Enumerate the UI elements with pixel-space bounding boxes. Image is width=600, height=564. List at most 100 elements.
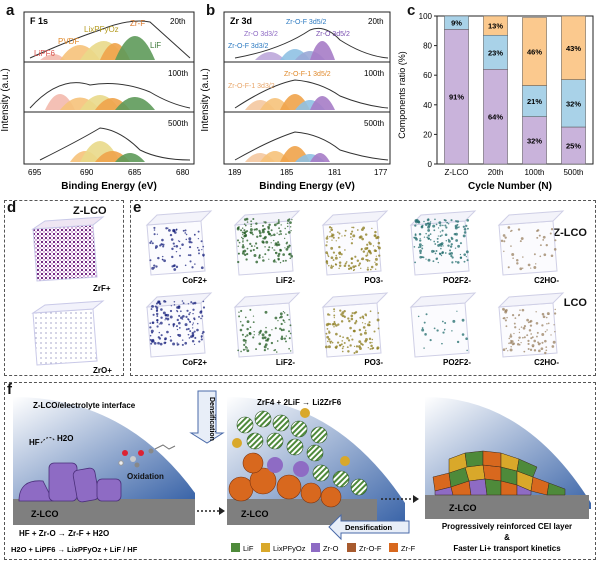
interface-title: Z-LCO/electrolyte interface [33, 401, 136, 410]
panel-letter: a [6, 2, 15, 19]
hf-label: HF [29, 438, 40, 447]
data-label: 13% [488, 22, 503, 31]
cycle-label: 20th [170, 17, 186, 26]
bar-segment [522, 116, 547, 165]
panel-letter: e [133, 199, 142, 216]
peak-label: LiF [150, 41, 161, 50]
bar-segment [483, 34, 508, 70]
cycle-label: 500th [364, 119, 384, 128]
oxidation-label: Oxidation [127, 472, 164, 481]
data-label: 32% [527, 136, 542, 145]
panel-letter: d [7, 199, 17, 216]
bar-segment [561, 79, 586, 128]
tick-label: 680 [176, 168, 190, 177]
data-label: 23% [488, 48, 503, 57]
ion-label: C2HO- [534, 358, 559, 367]
legend-label: Zr-O [323, 544, 339, 553]
conclusion-2: Faster Li+ transport kinetics [453, 544, 561, 553]
panel-d: d Z-LCO ZrF+ ZrO+ [4, 199, 124, 376]
ion-label: LiF2- [276, 358, 295, 367]
svg-text:Densification: Densification [345, 523, 393, 532]
ion-distribution [502, 307, 557, 355]
y-tick-label: 80 [423, 42, 432, 51]
densification-arrow-left: Densification [328, 513, 410, 541]
ion-distribution [149, 300, 206, 346]
tick-label: 189 [228, 168, 242, 177]
peak-label: Zr-O-F 3d3/2 [228, 43, 269, 50]
cube-zro [31, 300, 105, 366]
tof-sims-cube [410, 220, 470, 276]
axis-ylabel: Intensity (a.u.) [200, 68, 211, 131]
panel-c: c Components ratio (%) Cycle Number (N) … [395, 0, 600, 195]
sample-label: Z-LCO [553, 227, 587, 239]
y-tick-label: 20 [423, 130, 432, 139]
cycle-label: 500th [168, 119, 188, 128]
cube-top [409, 292, 477, 308]
ion-distribution [417, 310, 468, 352]
cube-top [497, 210, 565, 226]
panel-letter: b [206, 2, 216, 19]
axis-ylabel: Intensity (a.u.) [0, 68, 11, 131]
cube-top [145, 292, 213, 308]
cube-top [321, 210, 389, 226]
axis-ylabel: Components ratio (%) [397, 51, 407, 139]
y-tick-label: 100 [419, 12, 433, 21]
ion-distribution [500, 226, 557, 271]
ion-label: CoF2+ [182, 358, 207, 367]
peak-label: Zr-O-F 3d5/2 [286, 19, 327, 26]
spectrum-title: F 1s [30, 16, 48, 26]
tick-label: 181 [328, 168, 342, 177]
components-ratio-chart: Components ratio (%) Cycle Number (N) 0 2… [397, 12, 594, 192]
tof-sims-cube [410, 302, 470, 358]
h2o-label: H2O [57, 434, 73, 443]
equation-1: HF + Zr-O → Zr-F + H2O [19, 529, 109, 538]
panel-f: f Z-LCO/electrolyte interface HF H2O Oxi… [4, 381, 596, 560]
svg-text:Densification: Densification [208, 397, 215, 441]
ion-label: ZrF+ [93, 284, 111, 293]
zlco-label: Z-LCO [241, 509, 269, 519]
data-label: 46% [527, 48, 542, 57]
sample-label: Z-LCO [73, 205, 107, 217]
conclusion-1: Progressively reinforced CEI layer [442, 522, 572, 531]
densification-arrow-down: Densification [189, 390, 225, 444]
axis-xlabel: Cycle Number (N) [468, 181, 552, 192]
bar-segment [483, 69, 508, 165]
panel-e: e Z-LCO LCO CoF2+ LiF2- PO3- PO2F2- C2HO- CoF… [130, 199, 596, 376]
peak-label: Zr-O 3d3/2 [244, 31, 278, 38]
panel-letter: f [7, 381, 12, 398]
legend-label: Zr-O-F [359, 544, 382, 553]
data-label: 91% [449, 93, 464, 102]
legend-swatch [389, 543, 398, 552]
molecule-icon [118, 444, 176, 468]
tof-sims-3d-grid: CoF2+ LiF2- PO3- PO2F2- C2HO- CoF2+ LiF2- PO3- P… [145, 210, 565, 367]
bar-segment [561, 126, 586, 165]
reaction-top: ZrF4 + 2LiF → Li2ZrF6 [257, 398, 342, 407]
ion-label: PO2F2- [443, 358, 471, 367]
bar-segment [522, 17, 547, 86]
peak-label: LixPFyOz [84, 25, 119, 34]
conclusion-amp: & [504, 533, 510, 542]
data-label: 21% [527, 97, 542, 106]
peak-label: LiPF6 [34, 49, 55, 58]
data-label: 32% [566, 99, 581, 108]
peak-label: Zr-F [130, 19, 145, 28]
tick-label: 185 [280, 168, 294, 177]
zlco-label: Z-LCO [31, 509, 59, 519]
peak-label: Zr-O-F-1 3d3/2 [228, 83, 275, 90]
mechanism-schematic: Z-LCO/electrolyte interface HF H2O Oxida… [11, 390, 591, 554]
legend-swatch [231, 543, 240, 552]
ion-distribution [237, 308, 292, 353]
ion-label: LiF2- [276, 276, 295, 285]
ion-distribution [413, 218, 470, 264]
cube-zrf [31, 216, 105, 282]
legend-label: Zr-F [401, 544, 416, 553]
zlco-label: Z-LCO [449, 503, 477, 513]
tick-label: 685 [128, 168, 142, 177]
peak-label: Zr-O 3d5/2 [316, 31, 350, 38]
peak-label: PVDF [58, 37, 79, 46]
data-label: 64% [488, 113, 503, 122]
ion-label: ZrO+ [93, 366, 112, 375]
cycle-label: 100th [168, 69, 188, 78]
peak-label: Zr-O-F-1 3d5/2 [284, 71, 331, 78]
panel-a: a Intensity (a.u.) F 1s 20th 100th 500th… [0, 0, 200, 195]
